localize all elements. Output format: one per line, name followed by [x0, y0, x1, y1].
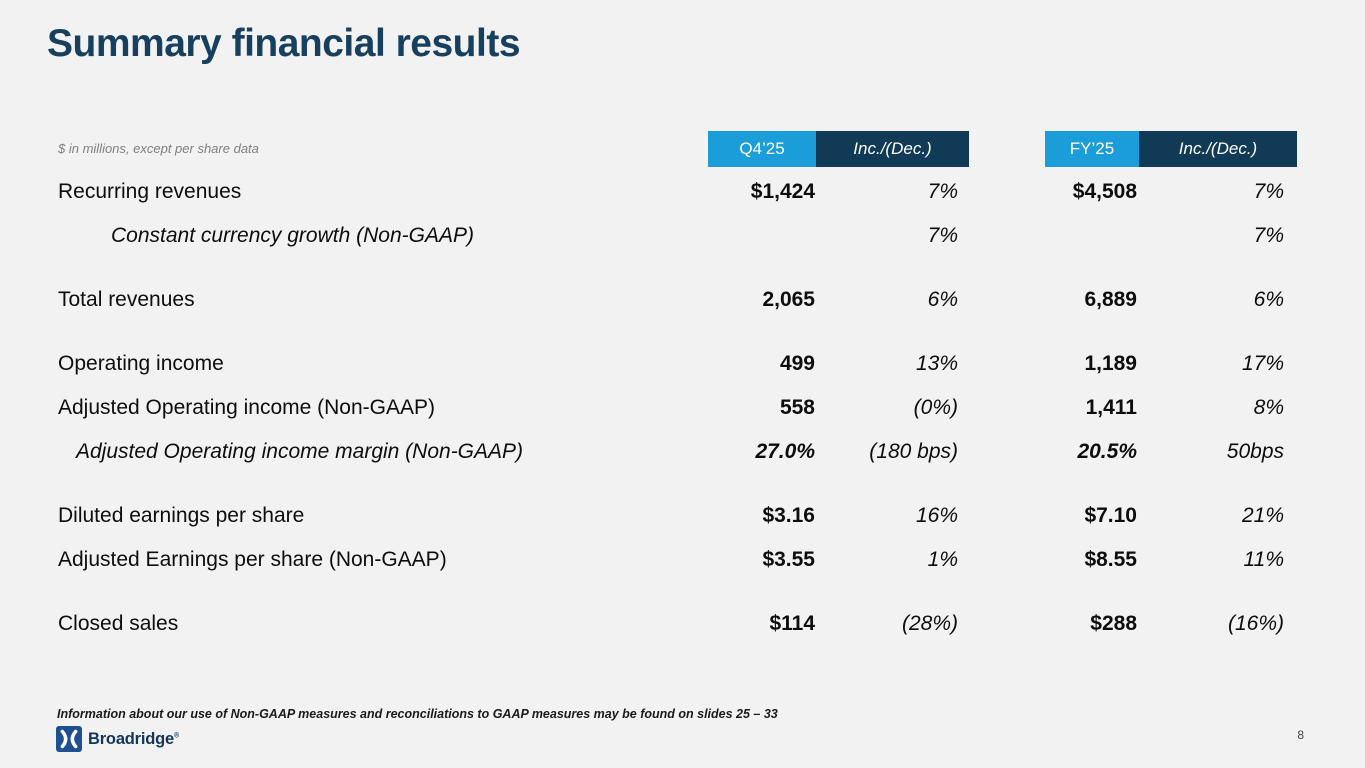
- fy-value-cell: 1,411: [1085, 396, 1137, 419]
- units-note: $ in millions, except per share data: [58, 141, 259, 156]
- row-label: Adjusted Earnings per share (Non-GAAP): [58, 548, 447, 571]
- table-body: Recurring revenues $1,424 7% $4,508 7% C…: [58, 170, 1297, 646]
- table-row: Adjusted Earnings per share (Non-GAAP) $…: [58, 538, 1297, 582]
- row-group-spacer: [58, 322, 1297, 342]
- q4-change-cell: 7%: [927, 224, 958, 247]
- row-label: Adjusted Operating income (Non-GAAP): [58, 396, 436, 419]
- table-row: Adjusted Operating income (Non-GAAP) 558…: [58, 386, 1297, 430]
- q4-value-cell: 2,065: [762, 288, 815, 311]
- fy-value-cell: 20.5%: [1077, 440, 1137, 463]
- header-fy-period: FY’25: [1045, 131, 1139, 167]
- q4-value-cell: 558: [779, 396, 815, 419]
- fy-change-cell: 7%: [1253, 180, 1284, 203]
- q4-value-cell: $3.16: [762, 504, 815, 527]
- registered-mark: ®: [174, 732, 179, 739]
- non-gaap-footnote: Information about our use of Non-GAAP me…: [57, 707, 778, 721]
- fy-value-cell: $7.10: [1084, 504, 1137, 527]
- brand-name: Broadridge®: [88, 729, 179, 748]
- fy-value-cell: $288: [1090, 612, 1137, 635]
- table-header-row: $ in millions, except per share data Q4’…: [58, 131, 1297, 167]
- q4-change-cell: 1%: [927, 548, 958, 571]
- fy-change-cell: 17%: [1241, 352, 1284, 375]
- fy-value-cell: $8.55: [1084, 548, 1137, 571]
- fy-change-cell: 8%: [1253, 396, 1284, 419]
- row-label: Constant currency growth (Non-GAAP): [111, 224, 474, 247]
- financial-results-table: $ in millions, except per share data Q4’…: [58, 131, 1297, 646]
- page-title: Summary financial results: [47, 22, 521, 65]
- q4-value-cell: 499: [779, 352, 815, 375]
- fy-change-cell: 11%: [1243, 548, 1284, 571]
- row-label: Recurring revenues: [58, 180, 242, 203]
- q4-value-cell: $114: [769, 612, 815, 635]
- q4-change-cell: 13%: [915, 352, 958, 375]
- row-group-spacer: [58, 474, 1297, 494]
- table-row: Adjusted Operating income margin (Non-GA…: [58, 430, 1297, 474]
- q4-change-cell: 16%: [915, 504, 958, 527]
- fy-change-cell: 6%: [1253, 288, 1284, 311]
- q4-change-cell: 6%: [927, 288, 958, 311]
- units-note-cell: $ in millions, except per share data: [58, 140, 708, 158]
- q4-change-cell: (28%): [901, 612, 958, 635]
- fy-change-cell: (16%): [1227, 612, 1284, 635]
- table-row: Operating income 499 13% 1,189 17%: [58, 342, 1297, 386]
- row-group-spacer: [58, 582, 1297, 602]
- broadridge-bowtie-icon: [56, 726, 82, 752]
- q4-value-cell: $3.55: [762, 548, 815, 571]
- table-row: Closed sales $114 (28%) $288 (16%): [58, 602, 1297, 646]
- q4-value-cell: 27.0%: [755, 440, 815, 463]
- broadridge-logo: Broadridge®: [56, 726, 179, 752]
- table-row: Constant currency growth (Non-GAAP) 7% 7…: [58, 214, 1297, 258]
- header-fy-change: Inc./(Dec.): [1139, 131, 1297, 167]
- table-row: Diluted earnings per share $3.16 16% $7.…: [58, 494, 1297, 538]
- row-label: Diluted earnings per share: [58, 504, 305, 527]
- fy-change-cell: 21%: [1241, 504, 1284, 527]
- row-group-spacer: [58, 258, 1297, 278]
- header-q4-period: Q4’25: [708, 131, 816, 167]
- row-label: Closed sales: [58, 612, 179, 635]
- q4-value-cell: $1,424: [750, 180, 815, 203]
- fy-value-cell: $4,508: [1072, 180, 1137, 203]
- fy-value-cell: 6,889: [1084, 288, 1137, 311]
- fy-change-cell: 50bps: [1226, 440, 1284, 463]
- page-number: 8: [1297, 728, 1304, 742]
- row-label: Operating income: [58, 352, 224, 375]
- row-label: Adjusted Operating income margin (Non-GA…: [76, 440, 524, 463]
- q4-change-cell: 7%: [927, 180, 958, 203]
- q4-change-cell: (0%): [913, 396, 958, 419]
- table-row: Recurring revenues $1,424 7% $4,508 7%: [58, 170, 1297, 214]
- row-label: Total revenues: [58, 288, 195, 311]
- q4-change-cell: (180 bps): [869, 440, 958, 463]
- fy-value-cell: 1,189: [1084, 352, 1137, 375]
- fy-change-cell: 7%: [1253, 224, 1284, 247]
- header-q4-change: Inc./(Dec.): [816, 131, 969, 167]
- table-row: Total revenues 2,065 6% 6,889 6%: [58, 278, 1297, 322]
